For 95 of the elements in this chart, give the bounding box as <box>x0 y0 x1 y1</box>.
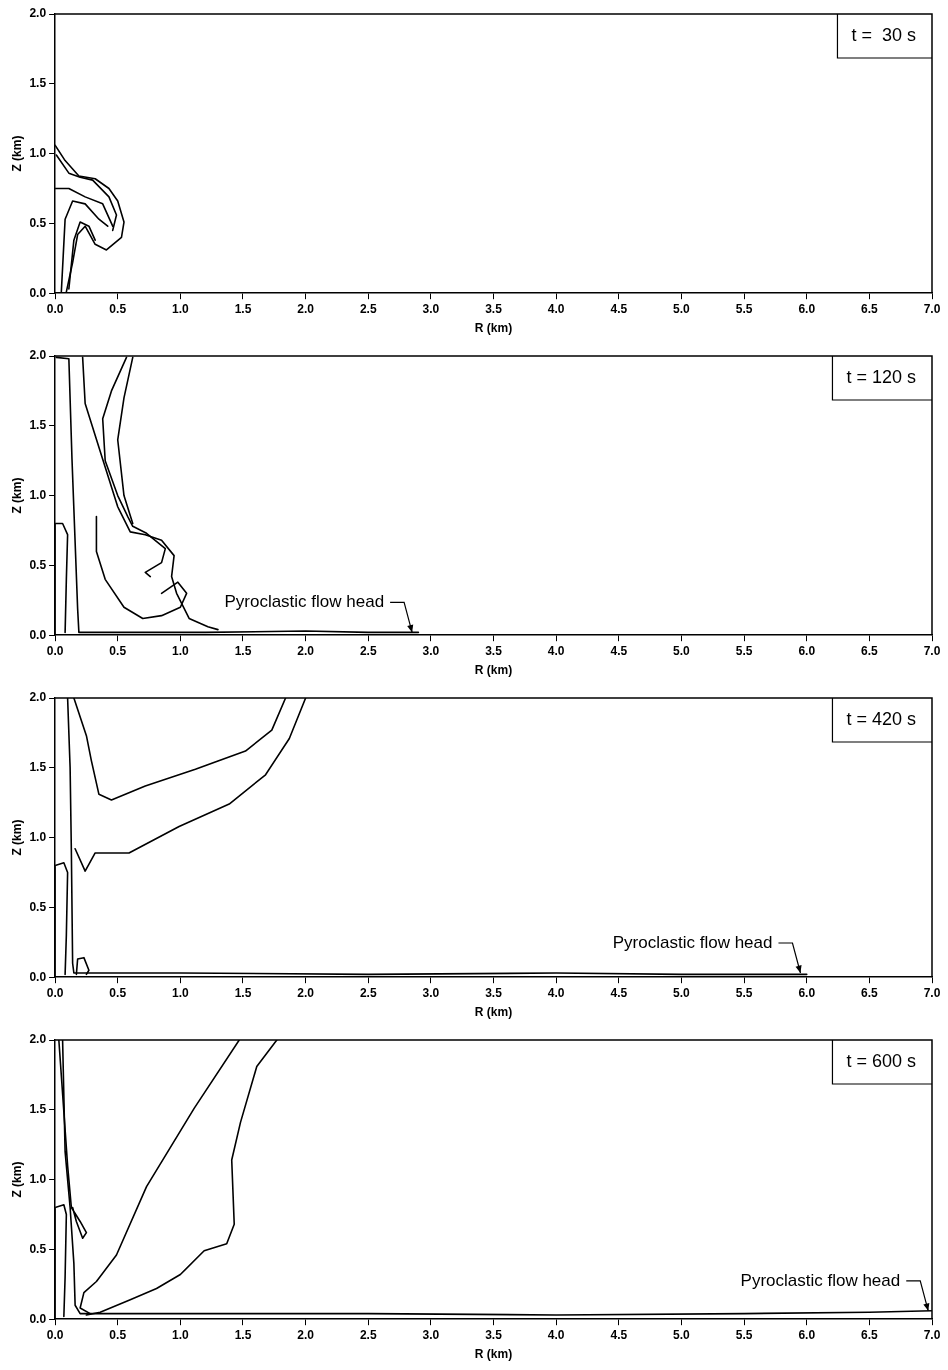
y-tick-label: 2.0 <box>29 6 47 21</box>
x-axis-title: R (km) <box>474 1005 513 1020</box>
x-tick-label: 3.0 <box>422 301 440 316</box>
x-tick-label: 4.5 <box>610 1327 628 1342</box>
annotation: Pyroclastic flow head <box>612 932 773 952</box>
x-tick-label: 5.0 <box>673 643 691 658</box>
x-tick-label: 6.5 <box>861 643 879 658</box>
x-tick-label: 4.0 <box>547 301 565 316</box>
x-tick-label: 3.5 <box>485 985 503 1000</box>
y-tick-label: 0.5 <box>29 215 47 230</box>
x-tick-label: 0.0 <box>46 1327 64 1342</box>
annotation: t = 120 s <box>846 366 917 387</box>
x-tick-label: 3.5 <box>485 1327 503 1342</box>
y-tick-label: 0.0 <box>29 969 47 984</box>
x-tick-label: 2.5 <box>359 301 377 316</box>
x-tick-label: 4.0 <box>547 1327 565 1342</box>
x-tick-label: 1.0 <box>172 1327 190 1342</box>
x-tick-label: 1.5 <box>234 301 252 316</box>
x-tick-label: 7.0 <box>923 301 941 316</box>
x-tick-label: 2.5 <box>359 643 377 658</box>
x-tick-label: 2.0 <box>297 643 315 658</box>
x-tick-label: 5.5 <box>735 643 753 658</box>
x-tick-label: 5.0 <box>673 985 691 1000</box>
x-tick-label: 7.0 <box>923 985 941 1000</box>
x-tick-label: 0.0 <box>46 301 64 316</box>
y-tick-label: 2.0 <box>29 348 47 363</box>
x-tick-label: 3.0 <box>422 1327 440 1342</box>
x-axis-title: R (km) <box>474 1347 513 1362</box>
x-tick-label: 5.0 <box>673 1327 691 1342</box>
y-tick-label: 2.0 <box>29 1032 47 1047</box>
x-tick-label: 1.0 <box>172 985 190 1000</box>
y-tick-label: 0.5 <box>29 1241 47 1256</box>
x-tick-label: 1.5 <box>234 1327 252 1342</box>
y-axis-title: Z (km) <box>9 819 24 856</box>
x-tick-label: 0.5 <box>109 301 127 316</box>
x-tick-label: 3.5 <box>485 301 503 316</box>
x-tick-label: 4.0 <box>547 643 565 658</box>
x-tick-label: 4.0 <box>547 985 565 1000</box>
x-tick-label: 7.0 <box>923 643 941 658</box>
x-tick-label: 6.0 <box>798 985 816 1000</box>
x-tick-label: 5.5 <box>735 301 753 316</box>
annotation: Pyroclastic flow head <box>224 592 385 612</box>
x-tick-label: 4.5 <box>610 643 628 658</box>
y-tick-label: 1.0 <box>29 1171 47 1186</box>
x-tick-label: 5.0 <box>673 301 691 316</box>
x-tick-label: 3.0 <box>422 985 440 1000</box>
annotation: t = 30 s <box>851 24 917 45</box>
x-tick-label: 1.5 <box>234 643 252 658</box>
x-tick-label: 0.0 <box>46 643 64 658</box>
x-tick-label: 0.5 <box>109 643 127 658</box>
x-tick-label: 3.5 <box>485 643 503 658</box>
x-tick-label: 7.0 <box>923 1327 941 1342</box>
x-tick-label: 2.0 <box>297 301 315 316</box>
x-axis-title: R (km) <box>474 663 513 678</box>
x-tick-label: 5.5 <box>735 1327 753 1342</box>
x-tick-label: 6.5 <box>861 1327 879 1342</box>
y-tick-label: 0.5 <box>29 557 47 572</box>
y-tick-label: 2.0 <box>29 690 47 705</box>
y-axis-title: Z (km) <box>9 135 24 172</box>
x-tick-label: 6.5 <box>861 301 879 316</box>
x-tick-label: 6.0 <box>798 301 816 316</box>
y-tick-label: 1.0 <box>29 145 47 160</box>
x-axis-title: R (km) <box>474 321 513 336</box>
y-axis-title: Z (km) <box>9 1161 24 1198</box>
x-tick-label: 0.0 <box>46 985 64 1000</box>
x-tick-label: 4.5 <box>610 985 628 1000</box>
x-tick-label: 0.5 <box>109 985 127 1000</box>
annotation: t = 600 s <box>846 1050 917 1071</box>
annotation: t = 420 s <box>846 708 917 729</box>
x-tick-label: 2.0 <box>297 985 315 1000</box>
annotation: Pyroclastic flow head <box>740 1270 901 1290</box>
x-tick-label: 6.5 <box>861 985 879 1000</box>
y-tick-label: 0.5 <box>29 899 47 914</box>
y-tick-label: 1.5 <box>29 1102 47 1117</box>
x-tick-label: 2.0 <box>297 1327 315 1342</box>
x-tick-label: 2.5 <box>359 985 377 1000</box>
y-tick-label: 1.0 <box>29 487 47 502</box>
x-tick-label: 1.0 <box>172 643 190 658</box>
x-tick-label: 1.0 <box>172 301 190 316</box>
x-tick-label: 1.5 <box>234 985 252 1000</box>
x-tick-label: 3.0 <box>422 643 440 658</box>
x-tick-label: 5.5 <box>735 985 753 1000</box>
x-tick-label: 4.5 <box>610 301 628 316</box>
y-tick-label: 1.0 <box>29 829 47 844</box>
x-tick-label: 6.0 <box>798 643 816 658</box>
y-tick-label: 1.5 <box>29 76 47 91</box>
y-tick-label: 0.0 <box>29 627 47 642</box>
y-axis-title: Z (km) <box>9 477 24 514</box>
y-tick-label: 1.5 <box>29 760 47 775</box>
y-tick-label: 0.0 <box>29 285 47 300</box>
x-tick-label: 0.5 <box>109 1327 127 1342</box>
y-tick-label: 1.5 <box>29 418 47 433</box>
x-tick-label: 2.5 <box>359 1327 377 1342</box>
y-tick-label: 0.0 <box>29 1311 47 1326</box>
x-tick-label: 6.0 <box>798 1327 816 1342</box>
